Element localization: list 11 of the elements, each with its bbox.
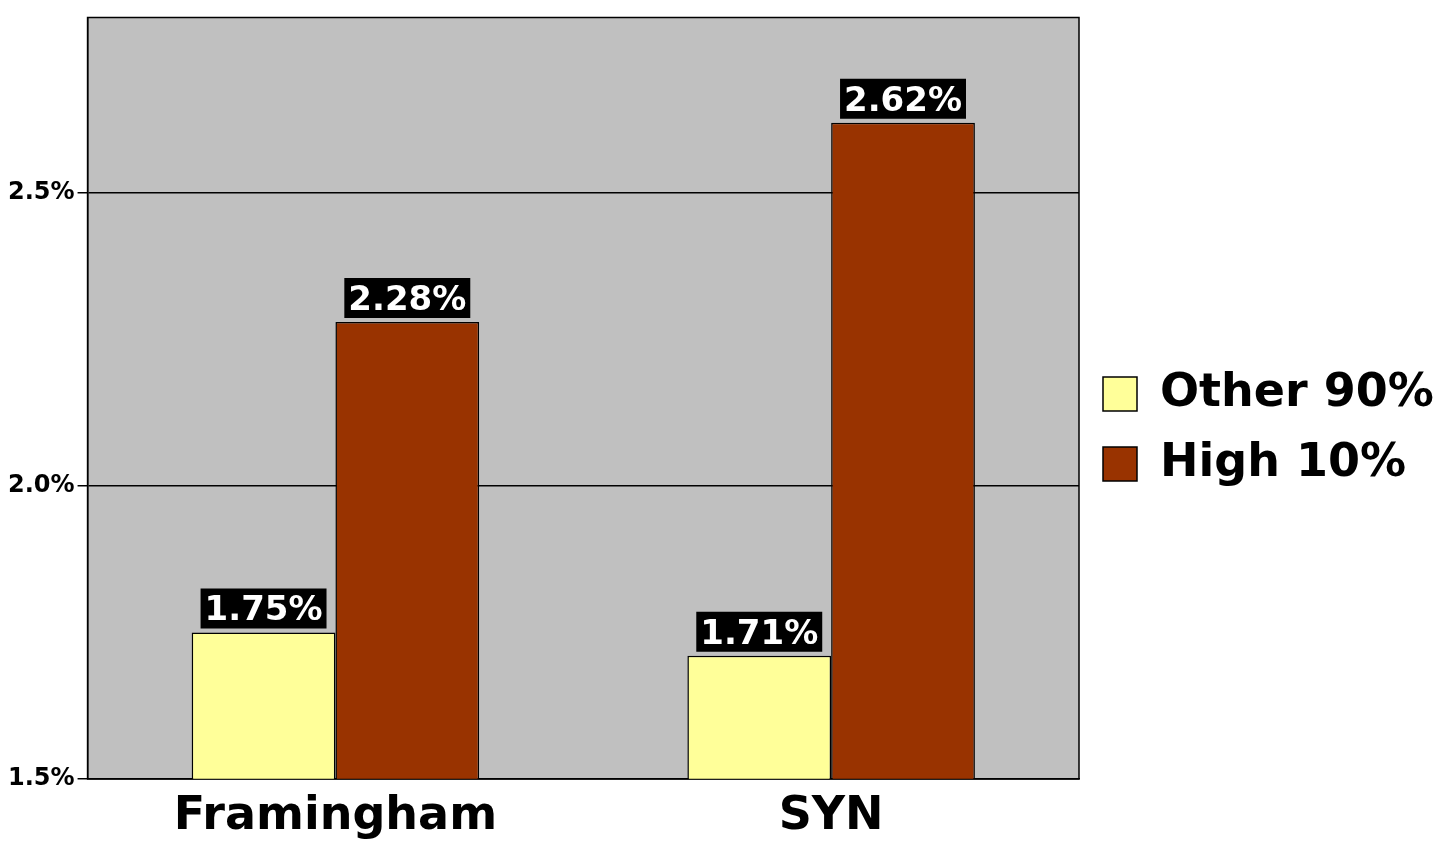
legend-label: Other 90%	[1160, 362, 1434, 417]
y-tick-label: 1.5%	[8, 763, 75, 792]
x-tick-label: SYN	[778, 786, 884, 841]
data-label: 1.75%	[204, 588, 323, 629]
data-label: 1.71%	[700, 611, 819, 652]
data-label: 2.28%	[348, 277, 467, 318]
y-tick-label: 2.0%	[8, 470, 75, 499]
y-tick-label: 2.5%	[8, 177, 75, 206]
x-tick-label: Framingham	[173, 786, 498, 841]
legend-label: High 10%	[1160, 432, 1407, 487]
data-label: 2.62%	[844, 78, 962, 119]
